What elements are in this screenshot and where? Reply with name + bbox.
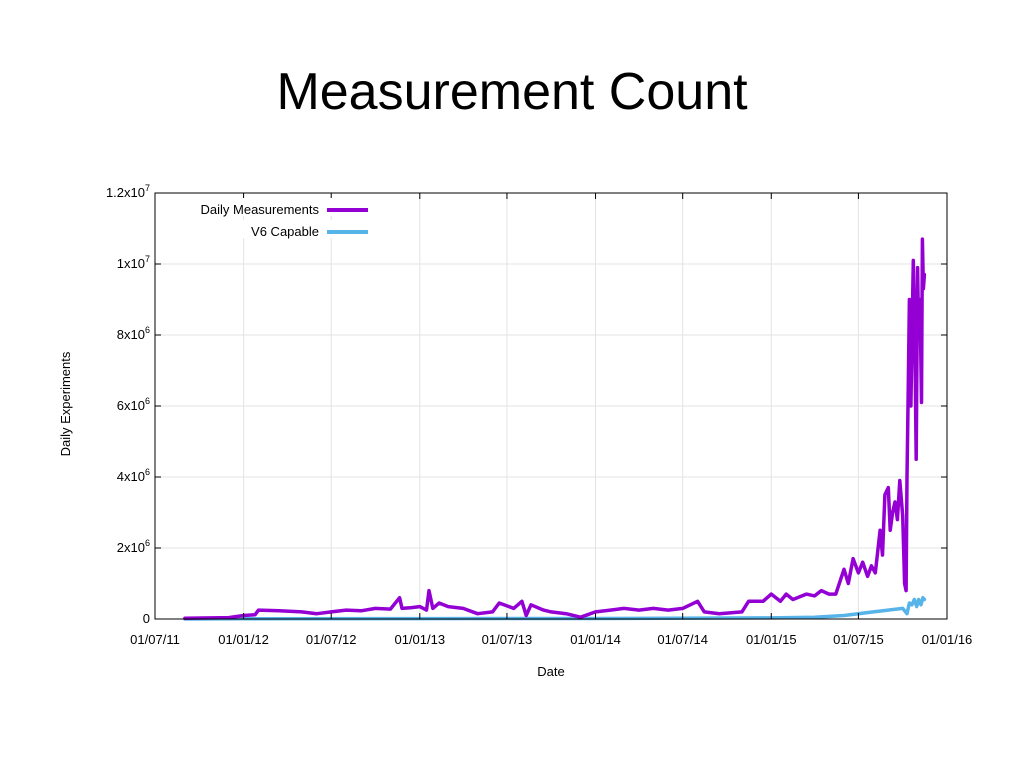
grid-lines xyxy=(155,193,947,619)
x-tick-label: 01/07/15 xyxy=(833,632,884,647)
x-tick-label: 01/07/11 xyxy=(130,632,180,647)
x-tick-label: 01/07/12 xyxy=(306,632,357,647)
y-axis-label: Daily Experiments xyxy=(58,351,73,456)
page-title: Measurement Count xyxy=(276,63,748,121)
x-tick-label: 01/01/15 xyxy=(746,632,797,647)
y-tick-label: 1x107 xyxy=(117,254,150,271)
legend-label: V6 Capable xyxy=(251,224,319,239)
x-tick-label: 01/07/13 xyxy=(482,632,533,647)
legend: Daily Measurements V6 Capable xyxy=(185,198,375,239)
y-tick-label: 8x106 xyxy=(117,325,150,342)
series-line-v6-capable xyxy=(183,595,927,621)
legend-label: Daily Measurements xyxy=(201,202,320,217)
y-tick-label: 6x106 xyxy=(117,396,150,413)
x-tick-label: 01/01/14 xyxy=(570,632,621,647)
y-tick-label: 2x106 xyxy=(117,538,150,555)
x-axis-label: Date xyxy=(537,664,564,679)
series-line-daily-measurements xyxy=(183,237,927,621)
y-tick-label: 4x106 xyxy=(117,467,150,484)
x-tick-label: 01/01/12 xyxy=(218,632,269,647)
x-tick-label: 01/01/13 xyxy=(394,632,445,647)
x-tick-label: 01/01/16 xyxy=(922,632,973,647)
y-tick-label: 1.2x107 xyxy=(106,183,150,200)
series-layer xyxy=(183,237,927,621)
x-tick-label: 01/07/14 xyxy=(657,632,708,647)
y-tick-label: 0 xyxy=(143,611,150,626)
